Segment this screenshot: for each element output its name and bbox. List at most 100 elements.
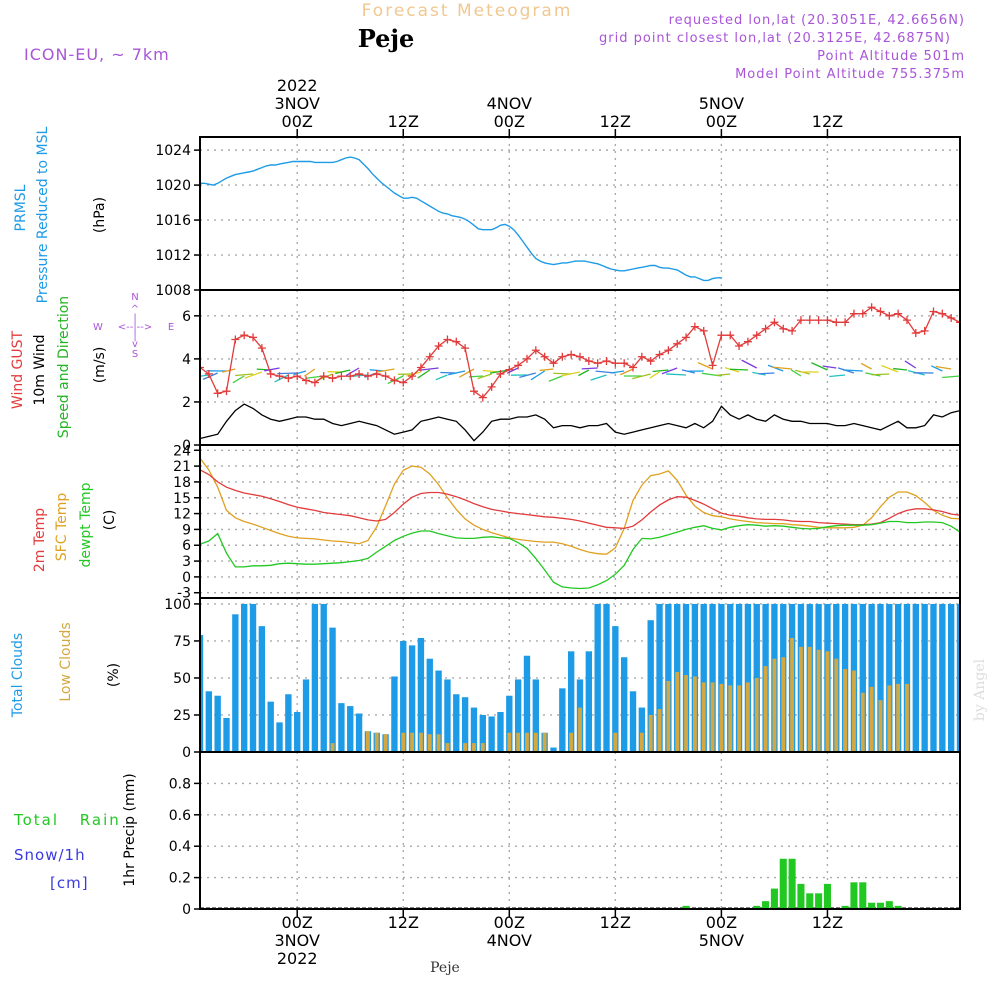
panel-frame [199, 751, 961, 910]
rain-bar [859, 882, 867, 909]
rain-bar [682, 905, 690, 909]
gust-marker [346, 372, 355, 381]
total-cloud-bar [347, 706, 354, 752]
total-cloud-bar [329, 627, 336, 752]
low-cloud-bar [692, 676, 697, 752]
time-axis-label: 12Z [812, 913, 843, 932]
total-cloud-bar [258, 626, 266, 752]
wind-direction-arrow [942, 375, 960, 379]
y-tick-label: 2 [182, 395, 191, 411]
label-celsius: (C) [102, 510, 118, 531]
label-ms: (m/s) [92, 347, 108, 384]
wind-direction-arrow [235, 373, 254, 377]
gust-marker [514, 361, 523, 370]
total-cloud-bar [886, 603, 893, 752]
svg-text:^: ^ [131, 304, 139, 315]
low-cloud-bar [463, 743, 468, 752]
low-cloud-bar [507, 732, 512, 752]
gust-marker [779, 324, 788, 333]
gust-marker [717, 331, 726, 340]
total-cloud-bar [267, 701, 274, 752]
time-axis-label: 00Z [282, 112, 313, 131]
low-cloud-bar [887, 685, 892, 752]
gust-line [200, 306, 960, 399]
total-cloud-bar [744, 603, 752, 752]
gust-marker [231, 335, 240, 344]
wind-direction-arrow [277, 372, 298, 375]
gust-marker [673, 339, 682, 348]
total-cloud-bar [302, 679, 310, 752]
gust-marker [372, 369, 381, 378]
wind-direction-arrow [530, 370, 546, 381]
wind-direction-arrow [697, 362, 713, 370]
gust-marker [832, 318, 841, 327]
wind-direction-arrow [581, 367, 598, 370]
y-tick-label: 50 [173, 671, 191, 687]
panel-frame [199, 289, 961, 446]
low-cloud-bar [754, 677, 759, 752]
wind-direction-arrow [893, 367, 908, 371]
gust-marker [531, 346, 540, 355]
wind-direction-arrow [842, 369, 863, 372]
low-cloud-bar [533, 732, 538, 752]
svg-text:<--|-->: <--|--> [118, 322, 153, 333]
time-axis-label: 00Z [494, 112, 525, 131]
rain-bar [788, 858, 796, 909]
gust-marker [266, 369, 275, 378]
total-cloud-bar [735, 603, 743, 752]
total-cloud-bar [532, 679, 539, 752]
wind-direction-arrow [548, 375, 563, 382]
low-cloud-bar [860, 692, 865, 752]
low-cloud-bar [516, 732, 521, 752]
gust-marker [752, 331, 761, 340]
footer-location: Peje [430, 960, 460, 976]
y-tick-label: 0.2 [169, 871, 191, 887]
y-tick-label: 1024 [155, 143, 191, 159]
low-cloud-bar [905, 683, 909, 752]
gust-marker [593, 359, 602, 368]
time-axis-label: 3NOV [275, 94, 320, 113]
rain-bar [894, 905, 902, 909]
y-tick-label: 1020 [155, 178, 191, 194]
time-axis-label: 00Z [706, 913, 737, 932]
low-cloud-bar [728, 685, 733, 752]
gust-marker [257, 344, 266, 353]
wind-direction-arrow [435, 374, 448, 381]
gust-marker [620, 359, 629, 368]
gust-marker [858, 309, 867, 318]
compass-rose: N ^ | W <--|--> E | v S [93, 292, 174, 360]
low-cloud-bar [427, 734, 432, 752]
total-cloud-bar [426, 658, 433, 752]
rain-bar [876, 902, 884, 909]
gust-marker [302, 376, 311, 385]
wind-direction-arrow [590, 374, 607, 381]
gust-marker [390, 376, 399, 385]
low-cloud-bar [648, 714, 653, 752]
label-snow: Snow/1h [14, 846, 86, 864]
wind-direction-arrow [935, 365, 952, 370]
wind-direction-arrow [619, 368, 634, 376]
gust-marker [469, 387, 478, 396]
total-cloud-bar [956, 603, 960, 752]
y-tick-label: 0 [182, 902, 191, 918]
wind-direction-arrow [729, 368, 748, 371]
low-cloud-bar [419, 732, 423, 752]
location-title: Peje [358, 24, 415, 53]
total-cloud-bar [727, 603, 734, 752]
gust-marker [416, 363, 425, 372]
rain-bar [815, 893, 823, 909]
total-cloud-bar [408, 645, 416, 752]
total-cloud-bar [417, 637, 425, 752]
total-cloud-bar [435, 670, 442, 752]
gust-marker [567, 350, 576, 359]
label-percent: (%) [106, 663, 122, 687]
gust-marker [293, 372, 302, 381]
wind-direction-arrow [377, 368, 395, 373]
wind-direction-arrow [666, 373, 687, 376]
label-wind-gust: Wind GUST [10, 330, 26, 409]
total-cloud-bar [355, 713, 363, 752]
gust-marker [284, 374, 293, 383]
low-cloud-bar [330, 743, 335, 752]
